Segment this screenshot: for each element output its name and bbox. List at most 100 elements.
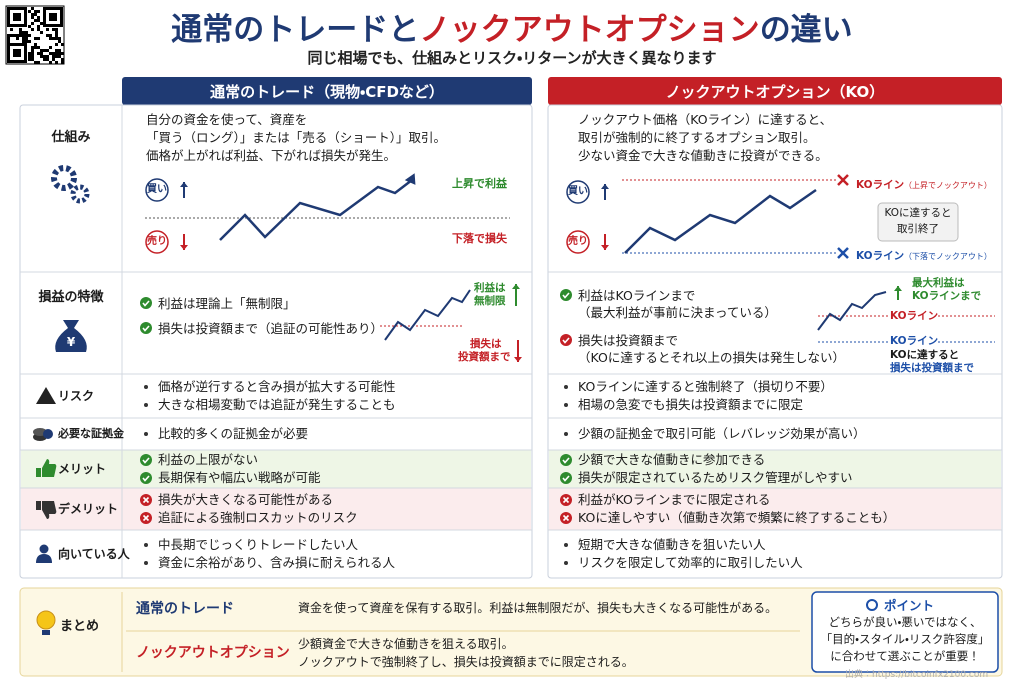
row-bg [21, 450, 531, 488]
arrow-head [601, 245, 609, 250]
cross-icon [562, 514, 570, 522]
row-label: デメリット [58, 502, 119, 516]
source-credit: 出典：https://bitcoinfx2100.com [845, 670, 989, 680]
qr-module [19, 28, 22, 31]
qr-module [10, 28, 13, 31]
qr-module [46, 58, 49, 61]
bullet-text: 長期保有や幅広い戦略が可能 [158, 470, 321, 485]
qr-module [46, 28, 49, 31]
badge [145, 230, 169, 254]
qr-module [34, 61, 37, 64]
summary-text: ノックアウトで強制終了し、損失は投資額までに限定される。 [298, 655, 634, 669]
qr-module [46, 34, 49, 37]
qr-module [31, 49, 34, 52]
bullet [144, 403, 148, 407]
qr-module [28, 55, 31, 58]
qr-module [40, 31, 43, 34]
chart-label: KOに達すると [890, 349, 960, 361]
qr-module [7, 40, 10, 43]
bullet-text: （最大利益が事前に決まっている） [578, 305, 777, 320]
cross-icon [142, 496, 150, 504]
qr-finder [13, 49, 21, 57]
qr-module [31, 46, 34, 49]
column-header: 通常のトレード（現物・CFDなど） [210, 83, 444, 101]
qr-module [46, 49, 49, 52]
icon-thumbs-down [36, 501, 57, 519]
row-label: 仕組み [51, 130, 91, 145]
qr-module [37, 28, 40, 31]
note-text: 取引終了 [897, 223, 939, 235]
qr-module [55, 37, 58, 40]
check-icon [140, 472, 152, 484]
bullet [144, 543, 148, 547]
price-line [624, 188, 817, 254]
chart-label: （上昇でノックアウト） [904, 181, 992, 190]
qr-module [28, 10, 31, 13]
qr-module [37, 19, 40, 22]
chart-label: 上昇で利益 [452, 177, 507, 190]
bullet-text: 価格が逆行すると含み損が拡大する可能性 [158, 379, 396, 394]
chart-label: 損失は投資額まで [890, 362, 974, 374]
chart-label: KOライン [890, 335, 939, 348]
qr-module [49, 37, 52, 40]
arrow-head [180, 245, 188, 250]
qr-module [19, 34, 22, 37]
ko-cross [837, 247, 849, 259]
qr-module [58, 40, 61, 43]
summary-name: 通常のトレード [136, 601, 234, 617]
qr-finder [13, 13, 21, 21]
check-icon [562, 292, 570, 299]
qr-module [34, 13, 37, 16]
bullet-text: 資金に余裕があり、含み損に耐えられる人 [158, 555, 396, 570]
summary-text: 資金を使って資産を保有する取引。利益は無制限だが、損失も大きくなる可能性がある。 [298, 601, 778, 615]
row-bg [549, 488, 1001, 530]
bullet [564, 543, 568, 547]
qr-module [37, 25, 40, 28]
bullet [564, 432, 568, 436]
title: 通常のトレードとノックアウトオプションの違い [0, 4, 1024, 49]
bullet-text: 利益はKOラインまで [578, 288, 696, 303]
qr-module [55, 28, 58, 31]
qr-module [34, 37, 37, 40]
icon-gear [70, 184, 90, 204]
bullet [144, 561, 148, 565]
qr-module [40, 55, 43, 58]
bullet-text: 大きな相場変動では追証が発生することも [158, 397, 396, 412]
qr-module [34, 10, 37, 13]
bullet-text: 利益がKOラインまでに限定される [578, 492, 771, 507]
qr-module [25, 37, 28, 40]
bullet-text: （KOに達するとそれ以上の損失は発生しない） [578, 350, 845, 365]
chart-label: KOラインまで [912, 290, 982, 302]
chart-label: 最大利益は [912, 277, 965, 289]
bullet [144, 385, 148, 389]
icon-gear [51, 165, 77, 191]
badge [566, 180, 590, 204]
check-icon [142, 325, 150, 332]
check-icon [140, 297, 152, 309]
bullet [144, 432, 148, 436]
description: 価格が上がれば利益、下がれば損失が発生。 [146, 148, 397, 163]
badge [566, 230, 590, 254]
column-header-bg [122, 77, 532, 105]
check-icon [562, 457, 570, 464]
qr-module [49, 52, 52, 55]
row-label: リスク [58, 389, 95, 403]
row-label: 向いている人 [58, 547, 130, 561]
qr-module [25, 31, 28, 34]
qr-module [61, 52, 64, 55]
qr-module [22, 34, 25, 37]
arrow-head [601, 184, 609, 189]
qr-finder [49, 13, 57, 21]
bullet-text: 利益の上限がない [158, 452, 259, 467]
point-text: 「目的・スタイル・リスク許容度」 [820, 632, 990, 646]
qr-module [55, 34, 58, 37]
subtitle: 同じ相場でも、仕組みとリスク・リターンが大きく異なります [307, 49, 717, 67]
qr-module [31, 58, 34, 61]
bullet-text: 少額の証拠金で取引可能（レバレッジ効果が高い） [578, 426, 866, 441]
qr-module [16, 37, 19, 40]
icon-target [866, 599, 878, 611]
column-header: ノックアウトオプション（KO） [665, 83, 885, 101]
qr-module [31, 22, 34, 25]
